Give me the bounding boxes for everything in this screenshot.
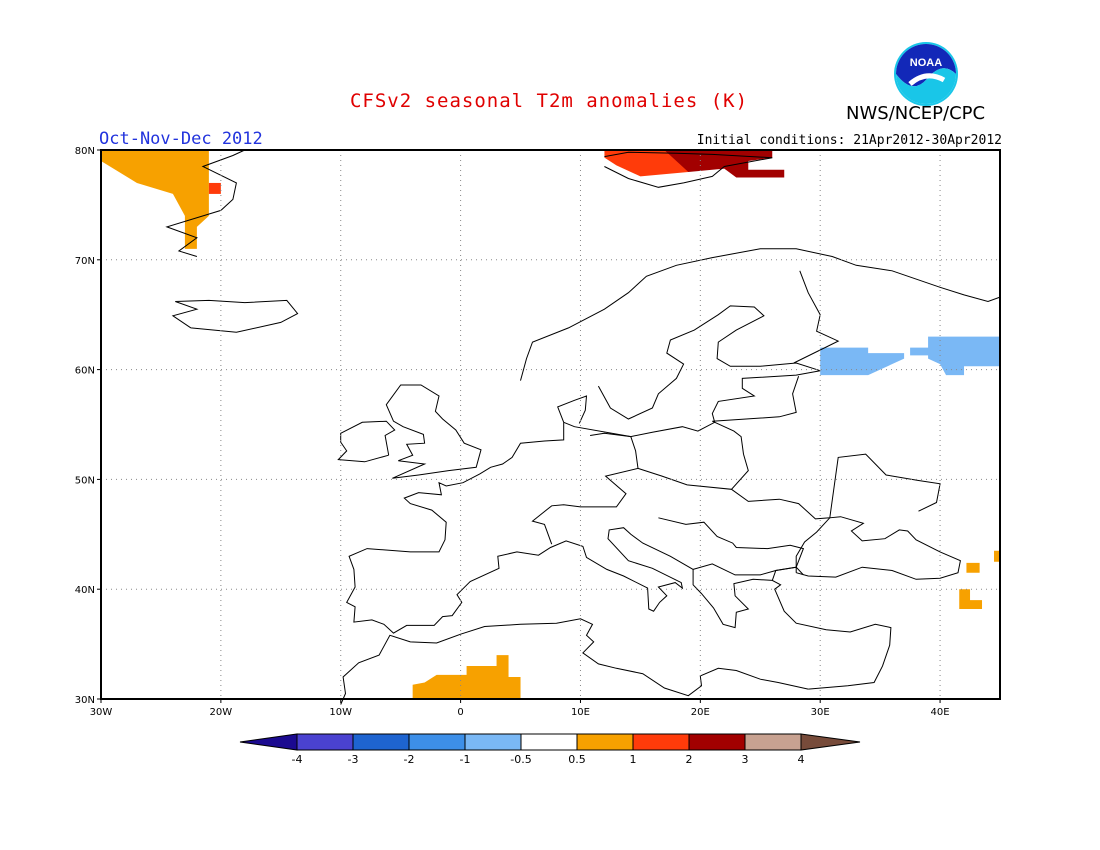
x-tick-label: 10E (571, 707, 590, 718)
coast-finland-russia-borders (793, 270, 840, 364)
border-balkans (658, 517, 805, 576)
coast-w-europe (346, 422, 892, 690)
colorbar-swatch (688, 733, 746, 751)
anomaly-region-svalbard-strong (664, 150, 785, 178)
coast-gb (385, 384, 482, 479)
coast-greenland (165, 149, 246, 257)
coast-black-sea (795, 516, 961, 580)
coast-svalbard (604, 151, 773, 188)
colorbar: -4 -3 -2 -1 -0.5 0.5 1 2 3 4 (239, 733, 861, 766)
logo-text: NOAA (910, 57, 942, 69)
initial-conditions-label: Initial conditions: 21Apr2012-30Apr2012 (696, 133, 1002, 148)
colorbar-swatch (520, 733, 578, 751)
agency-label: NWS/NCEP/CPC (846, 103, 986, 124)
colorbar-label: 3 (742, 753, 749, 766)
border-ukraine (731, 453, 941, 520)
x-tick-label: 0 (457, 707, 463, 718)
anomaly-region-caucasus-warm (959, 550, 1000, 609)
y-tick-label: 70N (75, 256, 95, 267)
coast-ireland (337, 420, 396, 463)
border-east-europe (637, 376, 800, 490)
colorbar-label: -2 (404, 753, 415, 766)
colorbar-swatch (408, 733, 466, 751)
coast-iceland (171, 299, 299, 333)
colorbar-arrow-low (239, 733, 298, 751)
coast-denmark (557, 395, 588, 424)
colorbar-label: -3 (348, 753, 359, 766)
colorbar-arrow-high (800, 733, 861, 751)
colorbar-label: -1 (460, 753, 471, 766)
anomaly-layer (101, 150, 1000, 699)
anomaly-region-greenland-east-warm (101, 150, 209, 249)
y-tick-label: 30N (75, 695, 95, 706)
figure-title: CFSv2 seasonal T2m anomalies (K) (349, 90, 749, 112)
colorbar-label: -4 (292, 753, 303, 766)
noaa-logo-icon: NOAA (894, 42, 958, 106)
border-turkey (771, 566, 804, 581)
colorbar-swatch (576, 733, 634, 751)
anomaly-region-greenland-east-strong (208, 182, 221, 194)
coastline-layer (165, 149, 1001, 705)
map-frame (100, 149, 1001, 700)
colorbar-label: 0.5 (568, 753, 586, 766)
border-central-europe (531, 421, 639, 545)
coast-n-africa (340, 618, 809, 705)
x-tick-label: 30E (811, 707, 830, 718)
colorbar-swatch (632, 733, 690, 751)
colorbar-label: 4 (798, 753, 805, 766)
colorbar-label: 2 (686, 753, 693, 766)
y-tick-label: 40N (75, 585, 95, 596)
y-tick-label: 50N (75, 475, 95, 486)
season-label: Oct-Nov-Dec 2012 (99, 129, 263, 149)
anomaly-region-north-africa-warm (412, 655, 521, 699)
anomaly-region-nw-russia-cool (820, 336, 1000, 376)
x-tick-label: 20W (210, 707, 233, 718)
grid-layer (101, 150, 1000, 699)
y-tick-label: 80N (75, 146, 95, 157)
colorbar-label: -0.5 (510, 753, 531, 766)
x-tick-label: 10W (329, 707, 352, 718)
anomaly-region-svalbard-warm (604, 150, 689, 177)
coast-scandinavia (520, 248, 1001, 381)
coast-baltic-sweden (590, 305, 821, 438)
x-tick-label: 20E (691, 707, 710, 718)
x-tick-label: 40E (931, 707, 950, 718)
x-tick-label: 30W (90, 707, 113, 718)
colorbar-swatch (744, 733, 802, 751)
colorbar-swatch (352, 733, 410, 751)
colorbar-label: 1 (630, 753, 637, 766)
y-tick-label: 60N (75, 366, 95, 377)
colorbar-swatch (464, 733, 522, 751)
colorbar-swatch (296, 733, 354, 751)
